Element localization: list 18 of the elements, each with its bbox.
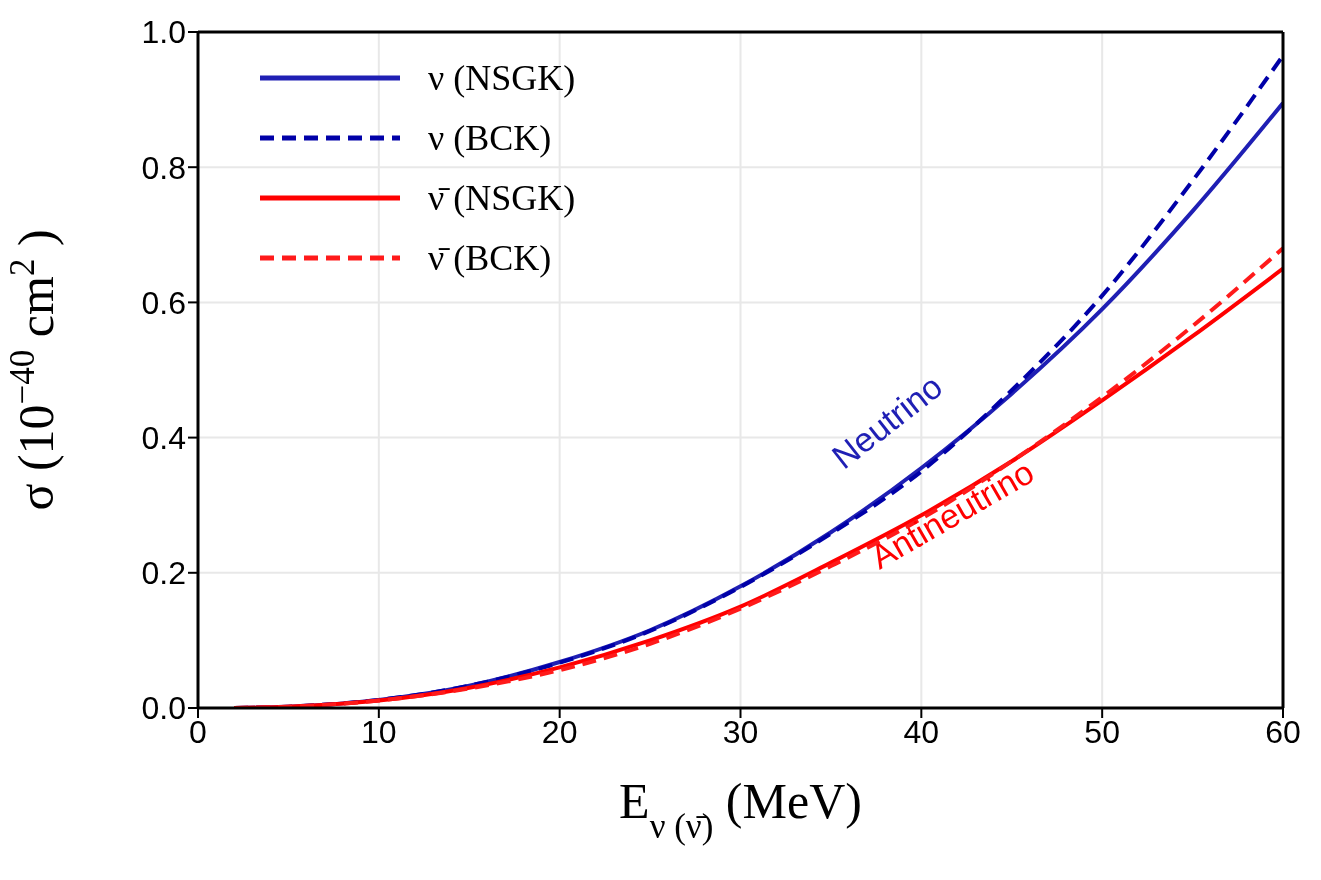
x-axis-title: E$_{ν (ν̄)}$ (MeV)	[619, 773, 862, 846]
y-tick-label: 0.2	[141, 555, 186, 592]
x-tick-label: 0	[189, 713, 207, 750]
y-tick-label: 0.8	[141, 149, 186, 186]
legend-label: ν̄ (BCK)	[428, 237, 552, 279]
legend-label: ν̄ (NSGK)	[428, 177, 576, 219]
legend-label: ν (BCK)	[428, 117, 552, 159]
y-tick-label: 0.0	[141, 690, 186, 727]
legend-label: ν (NSGK)	[428, 57, 576, 99]
y-tick-label: 1.0	[141, 14, 186, 51]
y-tick-label: 0.6	[141, 284, 186, 321]
x-tick-label: 10	[361, 713, 397, 750]
x-tick-label: 20	[541, 713, 578, 750]
x-tick-label: 50	[1084, 713, 1120, 750]
y-tick-label: 0.4	[141, 419, 186, 456]
x-tick-label: 30	[722, 713, 759, 750]
x-tick-label: 40	[903, 713, 940, 750]
x-tick-label: 60	[1265, 713, 1301, 750]
